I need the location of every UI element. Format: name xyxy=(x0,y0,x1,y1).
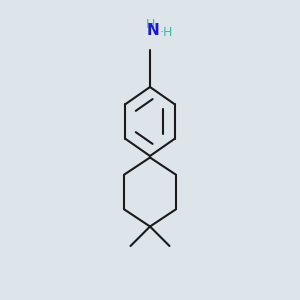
Text: N: N xyxy=(147,23,159,38)
Text: H: H xyxy=(146,18,155,31)
Text: ·H: ·H xyxy=(160,26,173,39)
